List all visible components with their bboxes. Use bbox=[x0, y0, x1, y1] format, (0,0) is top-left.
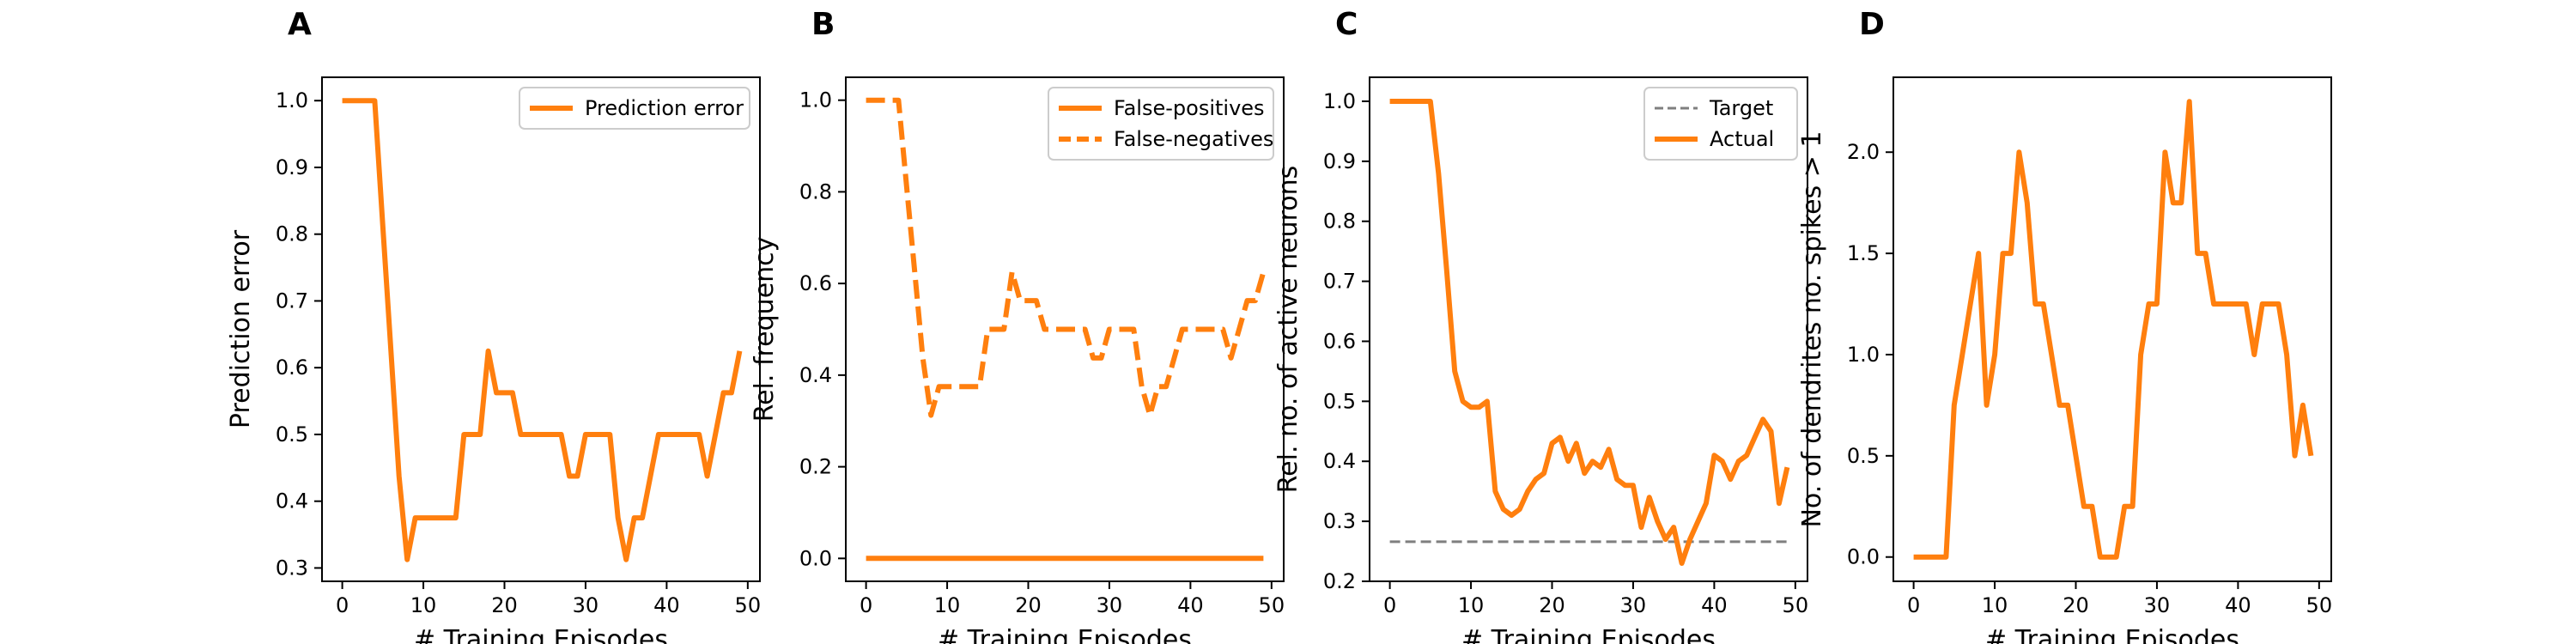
legend-entry: False-positives bbox=[1114, 96, 1265, 120]
plot-frame bbox=[321, 76, 761, 582]
plot-frame bbox=[1893, 76, 2332, 582]
plot-frame bbox=[845, 76, 1285, 582]
y-tick-label: 0.9 bbox=[276, 155, 308, 179]
x-tick-label: 50 bbox=[1259, 593, 1285, 617]
y-tick-label: 0.9 bbox=[1323, 149, 1356, 173]
panel-label: C bbox=[1335, 7, 1358, 42]
x-tick-label: 50 bbox=[735, 593, 762, 617]
y-tick-label: 0.2 bbox=[1323, 569, 1356, 593]
y-tick-label: 0.8 bbox=[799, 179, 832, 204]
x-tick-label: 30 bbox=[1620, 593, 1647, 617]
x-tick-label: 50 bbox=[1783, 593, 1809, 617]
x-tick-label: 0 bbox=[336, 593, 349, 617]
y-tick-label: 0.5 bbox=[1323, 389, 1356, 413]
x-tick-label: 20 bbox=[1015, 593, 1042, 617]
panel-label: B bbox=[811, 7, 835, 42]
x-tick-label: 10 bbox=[934, 593, 961, 617]
y-tick-label: 0.0 bbox=[799, 546, 832, 570]
panel-d: D 0 10 20 30 40 50 0.0 0.5 1.0 1.5 2.0 # Training Ep… bbox=[1797, 7, 2332, 644]
y-tick-label: 1.0 bbox=[1847, 343, 1880, 367]
y-tick-label: 0.4 bbox=[799, 363, 832, 387]
y-tick-label: 0.6 bbox=[1323, 329, 1356, 353]
panel-b: B 0 10 20 30 40 50 0.0 0.2 0.4 0.6 0.8 1.0 # Training… bbox=[750, 7, 1285, 644]
panel-a: A 0 10 20 30 40 50 0.3 0.4 0.5 0.6 0.7 0.8 0.9 1.0 # Tr… bbox=[226, 7, 761, 644]
y-tick-label: 1.0 bbox=[276, 88, 308, 112]
x-tick-label: 30 bbox=[2144, 593, 2171, 617]
x-tick-label: 0 bbox=[1907, 593, 1920, 617]
y-axis-label: Prediction error bbox=[226, 229, 256, 428]
legend: Prediction error bbox=[519, 87, 750, 130]
x-tick-label: 10 bbox=[1982, 593, 2008, 617]
y-tick-label: 0.5 bbox=[1847, 444, 1880, 468]
series-line-prediction-error bbox=[342, 98, 743, 562]
y-tick-label: 0.3 bbox=[276, 556, 308, 580]
panel-c: C 0 10 20 30 40 50 0.2 0.3 0.4 0.5 0.6 0.7 0.8 0.9 1.0 #… bbox=[1273, 7, 1808, 644]
y-tick-label: 0.5 bbox=[276, 422, 308, 447]
x-tick-label: 20 bbox=[491, 593, 518, 617]
x-axis-label: # Training Episodes bbox=[414, 625, 668, 644]
x-tick-label: 0 bbox=[860, 593, 872, 617]
x-tick-label: 20 bbox=[1539, 593, 1565, 617]
panel-label: A bbox=[288, 7, 312, 42]
x-tick-label: 10 bbox=[410, 593, 437, 617]
x-tick-label: 30 bbox=[573, 593, 599, 617]
y-tick-label: 0.4 bbox=[1323, 449, 1356, 473]
legend-entry: Actual bbox=[1710, 127, 1774, 151]
y-tick-label: 0.6 bbox=[799, 271, 832, 295]
x-tick-label: 20 bbox=[2063, 593, 2089, 617]
y-tick-label: 0.7 bbox=[1323, 270, 1356, 294]
x-tick-label: 40 bbox=[2225, 593, 2251, 617]
y-tick-label: 0.4 bbox=[276, 489, 308, 513]
x-tick-label: 10 bbox=[1458, 593, 1485, 617]
legend-entry: Prediction error bbox=[585, 96, 744, 120]
y-tick-label: 1.0 bbox=[1323, 89, 1356, 113]
panel-label: D bbox=[1859, 7, 1885, 42]
y-axis-label: Rel. no. of active neurons bbox=[1273, 166, 1303, 494]
legend: False-positives False-negatives bbox=[1048, 87, 1274, 161]
series-line-values bbox=[1913, 99, 2314, 560]
x-axis-label: # Training Episodes bbox=[1461, 625, 1716, 644]
series-line-false-negatives bbox=[866, 97, 1267, 418]
legend: Target Actual bbox=[1643, 87, 1798, 161]
y-tick-label: 0.8 bbox=[276, 222, 308, 246]
y-tick-label: 0.2 bbox=[799, 455, 832, 479]
x-tick-label: 40 bbox=[1701, 593, 1728, 617]
series-line-actual bbox=[1389, 99, 1790, 566]
legend-entry: False-negatives bbox=[1114, 127, 1273, 151]
legend-entry: Target bbox=[1709, 96, 1773, 120]
legend-frame bbox=[1048, 87, 1274, 161]
y-tick-label: 0.6 bbox=[276, 355, 308, 380]
x-axis-label: # Training Episodes bbox=[1985, 625, 2239, 644]
y-tick-label: 0.8 bbox=[1323, 210, 1356, 234]
y-tick-label: 1.5 bbox=[1847, 241, 1880, 265]
plot-frame bbox=[1369, 76, 1808, 582]
y-tick-label: 0.3 bbox=[1323, 509, 1356, 533]
y-axis-label: No. of dendrites no. spikes > 1 bbox=[1797, 131, 1827, 527]
x-tick-label: 30 bbox=[1097, 593, 1123, 617]
legend-frame bbox=[519, 87, 750, 130]
x-tick-label: 50 bbox=[2306, 593, 2333, 617]
x-axis-label: # Training Episodes bbox=[938, 625, 1192, 644]
x-tick-label: 40 bbox=[1177, 593, 1204, 617]
y-tick-label: 1.0 bbox=[799, 88, 832, 112]
y-tick-label: 0.0 bbox=[1847, 545, 1880, 569]
y-axis-label: Rel. frequency bbox=[750, 237, 780, 422]
x-tick-label: 0 bbox=[1383, 593, 1396, 617]
y-tick-label: 0.7 bbox=[276, 289, 308, 313]
y-tick-label: 2.0 bbox=[1847, 140, 1880, 164]
x-tick-label: 40 bbox=[653, 593, 680, 617]
